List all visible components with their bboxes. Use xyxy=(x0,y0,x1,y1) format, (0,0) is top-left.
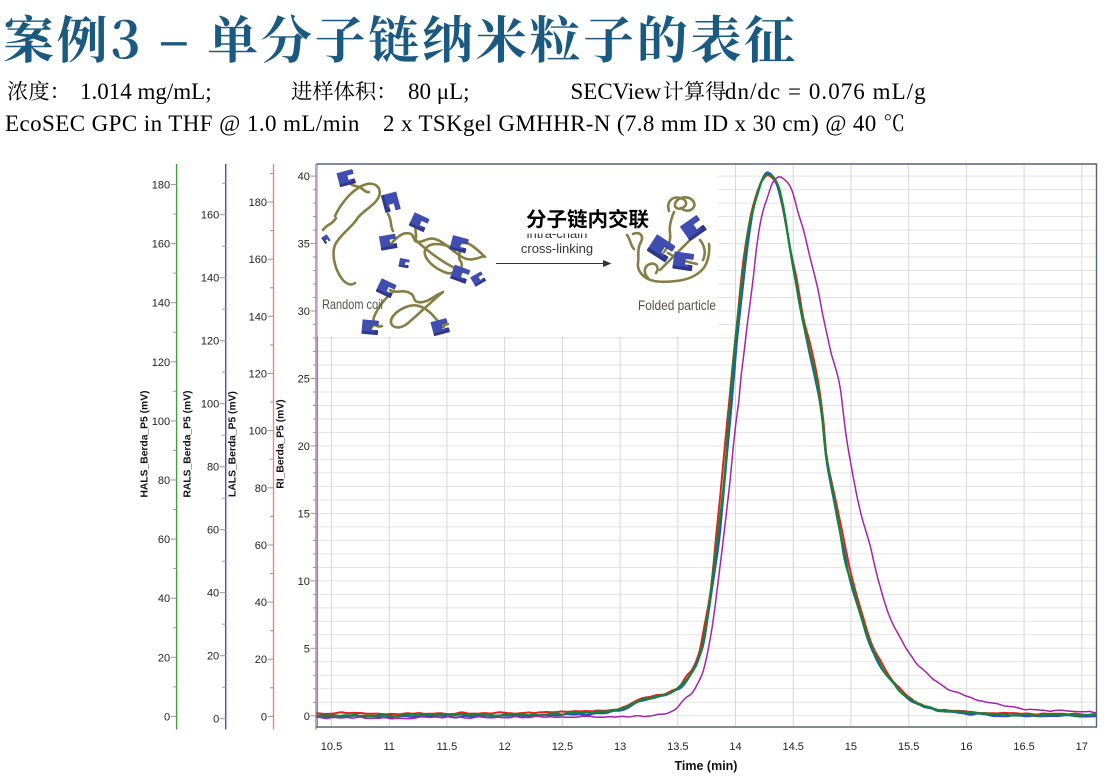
svg-text:120: 120 xyxy=(152,357,170,369)
svg-text:RALS_Berda_P5 (mV): RALS_Berda_P5 (mV) xyxy=(183,390,194,497)
svg-text:20: 20 xyxy=(158,652,170,664)
svg-text:LALS_Berda_P5 (mV): LALS_Berda_P5 (mV) xyxy=(228,391,239,497)
svg-text:80 μL;: 80 μL; xyxy=(408,79,470,104)
svg-text:160: 160 xyxy=(201,210,219,222)
svg-text:100: 100 xyxy=(249,426,267,438)
svg-text:10.5: 10.5 xyxy=(321,741,342,753)
svg-text:80: 80 xyxy=(255,483,267,495)
svg-text:0: 0 xyxy=(213,714,219,726)
svg-text:20: 20 xyxy=(298,441,310,453)
svg-text:80: 80 xyxy=(207,462,219,474)
svg-text:dn/dc = 0.076 mL/g: dn/dc = 0.076 mL/g xyxy=(725,79,927,104)
svg-text:SECView: SECView xyxy=(571,79,662,104)
svg-text:16: 16 xyxy=(960,741,972,753)
svg-text:40: 40 xyxy=(298,171,310,183)
svg-text:40: 40 xyxy=(158,593,170,605)
svg-text:35: 35 xyxy=(298,239,310,251)
svg-text:14: 14 xyxy=(729,741,741,753)
svg-text:15: 15 xyxy=(845,741,857,753)
svg-text:60: 60 xyxy=(255,540,267,552)
svg-text:12.5: 12.5 xyxy=(552,741,573,753)
svg-text:30: 30 xyxy=(298,306,310,318)
svg-text:0: 0 xyxy=(164,711,170,723)
svg-text:15.5: 15.5 xyxy=(898,741,919,753)
svg-text:180: 180 xyxy=(249,197,267,209)
svg-text:12: 12 xyxy=(498,741,510,753)
svg-text:100: 100 xyxy=(201,399,219,411)
svg-text:100: 100 xyxy=(152,416,170,428)
svg-text:11.5: 11.5 xyxy=(437,741,458,753)
svg-text:15: 15 xyxy=(298,508,310,520)
svg-text:11: 11 xyxy=(383,741,394,753)
svg-text:17: 17 xyxy=(1076,741,1088,753)
svg-text:0: 0 xyxy=(304,711,310,723)
svg-text:20: 20 xyxy=(255,654,267,666)
svg-text:Random coil: Random coil xyxy=(322,297,383,312)
svg-text:120: 120 xyxy=(249,369,267,381)
svg-text:HALS_Berda_P5 (mV): HALS_Berda_P5 (mV) xyxy=(140,390,151,497)
svg-text:120: 120 xyxy=(201,336,219,348)
svg-text:40: 40 xyxy=(255,597,267,609)
svg-text:40: 40 xyxy=(207,588,219,600)
svg-text:160: 160 xyxy=(152,239,170,251)
svg-text:140: 140 xyxy=(249,311,267,323)
svg-text:10: 10 xyxy=(298,576,310,588)
svg-text:60: 60 xyxy=(158,534,170,546)
svg-text:14.5: 14.5 xyxy=(782,741,803,753)
svg-text:EcoSEC GPC in THF @ 1.0 mL/min: EcoSEC GPC in THF @ 1.0 mL/min xyxy=(5,111,360,136)
svg-text:60: 60 xyxy=(207,525,219,537)
svg-text:5: 5 xyxy=(304,643,310,655)
svg-text:80: 80 xyxy=(158,475,170,487)
svg-text:25: 25 xyxy=(298,374,310,386)
svg-text:0: 0 xyxy=(261,711,267,723)
svg-text:160: 160 xyxy=(249,254,267,266)
svg-text:1.014 mg/mL;: 1.014 mg/mL; xyxy=(80,79,212,104)
svg-text:140: 140 xyxy=(152,298,170,310)
svg-text:cross-linking: cross-linking xyxy=(521,241,593,256)
svg-text:13: 13 xyxy=(614,741,626,753)
svg-text:RI_Berda_P5 (mV): RI_Berda_P5 (mV) xyxy=(276,399,287,488)
svg-text:Folded particle: Folded particle xyxy=(638,298,716,313)
svg-text:180: 180 xyxy=(152,180,170,192)
svg-text:140: 140 xyxy=(201,273,219,285)
svg-text:13.5: 13.5 xyxy=(667,741,688,753)
svg-text:20: 20 xyxy=(207,651,219,663)
svg-text:Time (min): Time (min) xyxy=(675,759,738,773)
svg-text:16.5: 16.5 xyxy=(1013,741,1034,753)
svg-text:2 x TSKgel GMHHR-N (7.8 mm ID: 2 x TSKgel GMHHR-N (7.8 mm ID x 30 cm) @… xyxy=(383,111,877,136)
